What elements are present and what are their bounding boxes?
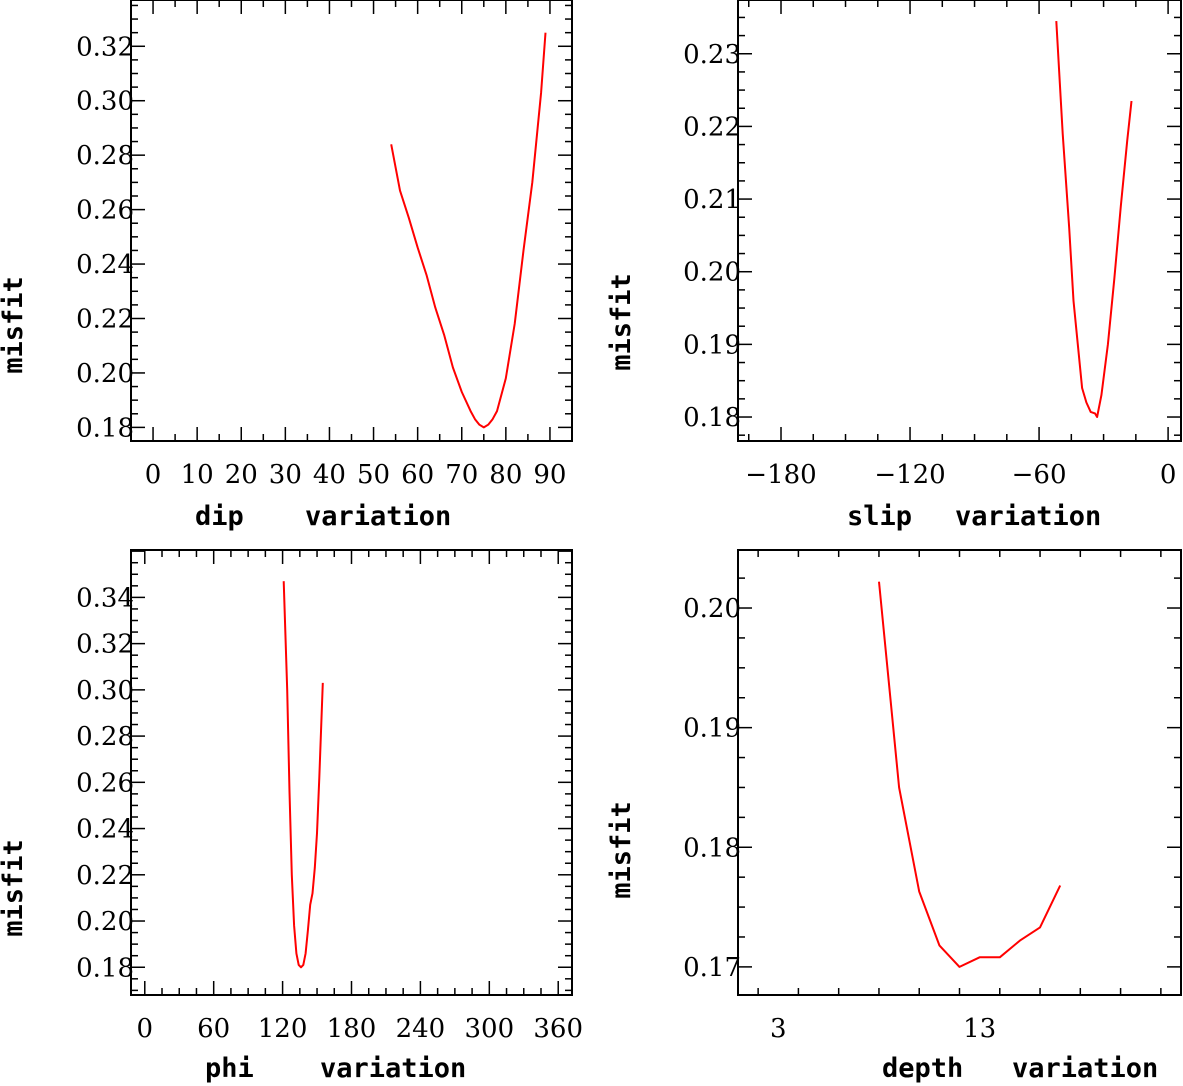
y-tick-label: 0.24	[76, 250, 134, 280]
x-axis-title-suffix: variation	[1012, 1053, 1158, 1084]
x-tick-label: 10	[181, 460, 214, 490]
x-tick-label: 60	[401, 460, 434, 490]
y-tick-label: 0.30	[76, 87, 134, 117]
x-tick-label: 90	[533, 460, 566, 490]
plot-frame	[737, 0, 1182, 442]
misfit-line	[282, 581, 324, 969]
y-axis-title: misfit	[0, 276, 29, 374]
slip-variation-panel: −180 −120 −60 0 0.18 0.19 0.20 0.21 0.22 0.23 slip…	[606, 0, 1182, 532]
y-axis-title: misfit	[606, 801, 637, 899]
x-tick-label: 0	[1160, 460, 1177, 490]
y-tick-label: 0.32	[76, 32, 134, 62]
x-axis-title: dip	[195, 501, 244, 532]
misfit-line	[878, 581, 1062, 968]
y-tick-label: 0.20	[683, 258, 741, 288]
x-axis-title: phi	[205, 1053, 254, 1084]
y-tick-label: 0.22	[683, 112, 741, 142]
y-tick-label: 0.20	[76, 907, 134, 937]
y-tick-label: 0.24	[76, 815, 134, 845]
y-tick-label: 0.20	[683, 594, 741, 624]
y-axis-title: misfit	[606, 273, 637, 371]
x-tick-label: 70	[445, 460, 478, 490]
x-tick-label: 0	[137, 1014, 154, 1044]
y-tick-label: 0.19	[683, 330, 741, 360]
y-tick-label: 0.22	[76, 861, 134, 891]
y-tick-label: 0.18	[76, 953, 134, 983]
plot-frame	[130, 549, 573, 996]
y-tick-label: 0.21	[683, 185, 741, 215]
y-tick-label: 0.20	[76, 359, 134, 389]
y-tick-label: 0.26	[76, 768, 134, 798]
y-tick-label: 0.18	[76, 413, 134, 443]
x-axis-title: slip	[847, 501, 912, 532]
y-tick-label: 0.23	[683, 40, 741, 70]
y-tick-label: 0.19	[683, 714, 741, 744]
dip-variation-panel: 0 10 20 30 40 50 60 70 80 90 0.18 0.20 0.22 0.24 0.26 0…	[0, 0, 573, 532]
x-tick-label: −60	[1012, 460, 1067, 490]
x-axis-title: depth	[882, 1053, 963, 1084]
x-axis-title-suffix: variation	[305, 501, 451, 532]
x-tick-label: 20	[225, 460, 258, 490]
x-tick-label: 300	[464, 1014, 514, 1044]
y-tick-label: 0.34	[76, 583, 134, 613]
misfit-line	[390, 32, 547, 429]
x-tick-label: 240	[396, 1014, 446, 1044]
y-tick-label: 0.28	[76, 141, 134, 171]
x-tick-label: 50	[357, 460, 390, 490]
x-tick-label: 360	[533, 1014, 583, 1044]
x-tick-label: −120	[874, 460, 945, 490]
x-tick-label: −180	[745, 460, 816, 490]
y-tick-label: 0.18	[683, 833, 741, 863]
x-tick-label: 40	[313, 460, 346, 490]
y-tick-label: 0.28	[76, 722, 134, 752]
y-tick-label: 0.17	[683, 953, 741, 983]
x-axis-title-suffix: variation	[320, 1053, 466, 1084]
misfit-line	[1055, 21, 1133, 418]
x-tick-label: 80	[489, 460, 522, 490]
plot-frame	[737, 549, 1182, 996]
y-tick-label: 0.32	[76, 630, 134, 660]
x-tick-label: 180	[327, 1014, 377, 1044]
phi-variation-panel: 0 60 120 180 240 300 360 0.18 0.20 0.22 0.24 0.26 0.…	[0, 549, 583, 1084]
y-tick-label: 0.30	[76, 676, 134, 706]
y-tick-label: 0.18	[683, 403, 741, 433]
x-tick-label: 120	[258, 1014, 308, 1044]
x-tick-label: 3	[770, 1014, 787, 1044]
depth-variation-panel: 3 13 0.17 0.18 0.19 0.20 depth variation misfit	[606, 549, 1182, 1084]
x-axis-title-suffix: variation	[955, 501, 1101, 532]
x-tick-label: 30	[269, 460, 302, 490]
x-tick-label: 60	[197, 1014, 230, 1044]
x-tick-label: 13	[963, 1014, 996, 1044]
y-tick-label: 0.22	[76, 305, 134, 335]
x-tick-label: 0	[145, 460, 162, 490]
y-tick-label: 0.26	[76, 196, 134, 226]
y-axis-title: misfit	[0, 839, 29, 937]
